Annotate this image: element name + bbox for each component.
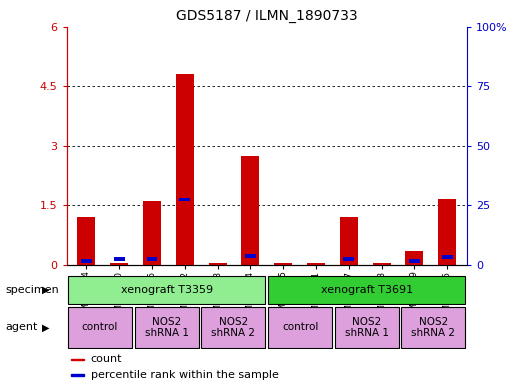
Text: xenograft T3359: xenograft T3359	[121, 285, 213, 295]
Bar	[307, 263, 325, 265]
Bar	[245, 254, 256, 258]
Bar	[147, 257, 157, 261]
Text: percentile rank within the sample: percentile rank within the sample	[91, 370, 279, 380]
Text: NOS2
shRNA 1: NOS2 shRNA 1	[145, 316, 189, 338]
Bar	[68, 307, 132, 348]
Title: GDS5187 / ILMN_1890733: GDS5187 / ILMN_1890733	[176, 9, 358, 23]
Bar	[442, 255, 452, 259]
Bar	[372, 263, 390, 265]
Text: ▶: ▶	[43, 322, 50, 333]
Text: NOS2
shRNA 2: NOS2 shRNA 2	[211, 316, 255, 338]
Bar	[176, 74, 194, 265]
Bar	[409, 259, 420, 263]
Bar	[68, 276, 265, 304]
Bar	[335, 307, 399, 348]
Bar	[71, 359, 84, 360]
Bar	[438, 200, 456, 265]
Text: NOS2
shRNA 1: NOS2 shRNA 1	[345, 316, 389, 338]
Text: ▶: ▶	[43, 285, 50, 295]
Text: NOS2
shRNA 2: NOS2 shRNA 2	[411, 316, 456, 338]
Bar	[274, 263, 292, 265]
Bar	[77, 217, 95, 265]
Bar	[135, 307, 199, 348]
Bar	[340, 217, 358, 265]
Bar	[71, 374, 84, 376]
Bar	[110, 263, 128, 265]
Text: control: control	[82, 322, 118, 333]
Bar	[114, 257, 125, 261]
Bar	[343, 257, 354, 261]
Text: xenograft T3691: xenograft T3691	[321, 285, 413, 295]
Bar	[405, 251, 423, 265]
Bar	[268, 307, 332, 348]
Bar	[180, 197, 190, 202]
Bar	[241, 156, 260, 265]
Text: specimen: specimen	[5, 285, 59, 295]
Bar	[268, 276, 465, 304]
Text: count: count	[91, 354, 122, 364]
Text: control: control	[282, 322, 318, 333]
Bar	[402, 307, 465, 348]
Bar	[81, 259, 92, 263]
Text: agent: agent	[5, 322, 37, 333]
Bar	[143, 202, 161, 265]
Bar	[209, 263, 227, 265]
Bar	[202, 307, 265, 348]
